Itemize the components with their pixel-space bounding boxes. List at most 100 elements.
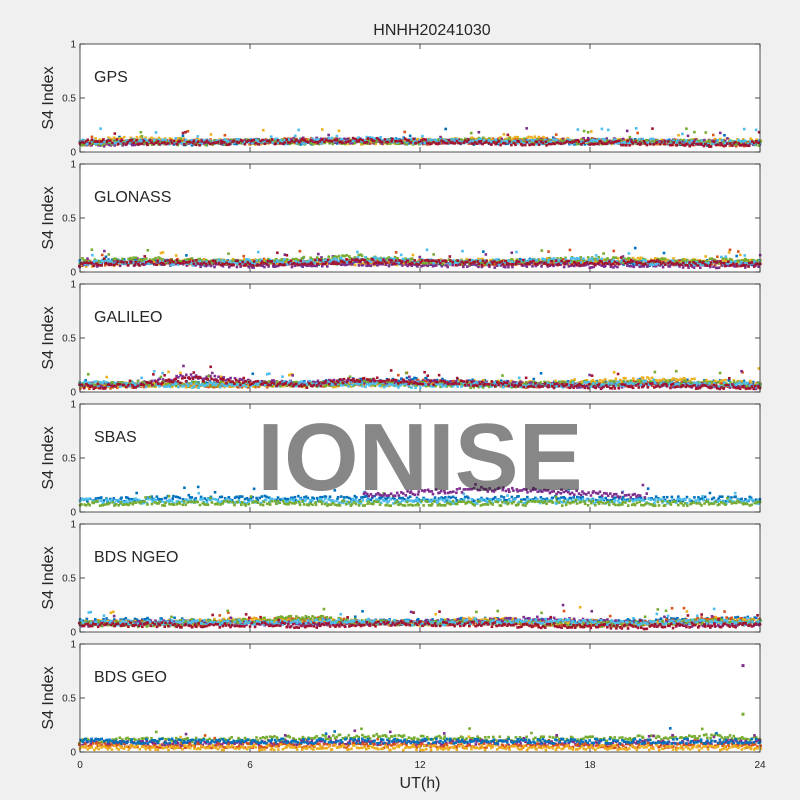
data-point — [169, 139, 173, 142]
data-point — [460, 138, 463, 141]
data-point — [499, 264, 503, 267]
y-tick-label: 0 — [70, 388, 76, 399]
data-point — [78, 264, 81, 268]
data-point — [133, 263, 137, 267]
data-point — [209, 133, 213, 136]
data-point — [100, 142, 103, 145]
data-point — [493, 266, 497, 269]
data-point — [644, 262, 647, 266]
data-point — [354, 137, 357, 141]
data-point — [540, 249, 544, 252]
data-point — [757, 265, 760, 269]
data-point — [544, 140, 548, 144]
data-point — [724, 144, 727, 147]
data-point — [711, 139, 714, 143]
data-point — [313, 261, 316, 265]
data-point — [747, 265, 750, 268]
data-point — [725, 259, 728, 262]
data-point — [308, 262, 311, 266]
data-point — [631, 256, 635, 260]
data-point — [93, 258, 97, 261]
data-point — [343, 261, 346, 264]
data-point — [434, 138, 438, 142]
data-point — [233, 261, 236, 265]
data-point — [246, 261, 250, 264]
data-point — [406, 264, 409, 268]
data-point — [292, 262, 296, 265]
data-point — [337, 254, 341, 258]
data-point — [334, 141, 337, 145]
data-point — [590, 142, 594, 146]
data-point — [686, 142, 689, 146]
data-point — [365, 141, 369, 144]
data-point — [150, 136, 153, 140]
data-point — [161, 251, 165, 254]
data-point — [495, 264, 499, 267]
data-point — [190, 143, 194, 147]
data-point — [213, 265, 216, 269]
data-point — [157, 256, 160, 259]
data-point — [200, 138, 204, 142]
data-point — [251, 372, 255, 376]
data-point — [694, 138, 697, 142]
data-point — [96, 141, 99, 145]
data-point — [494, 138, 497, 141]
data-point — [632, 139, 635, 142]
data-point — [418, 261, 421, 265]
data-point — [243, 139, 247, 142]
data-point — [579, 261, 583, 264]
data-point — [393, 137, 397, 141]
data-point — [200, 263, 204, 266]
data-point — [663, 140, 667, 143]
scatter-points — [78, 364, 762, 391]
data-point — [677, 133, 680, 137]
data-point — [739, 264, 742, 268]
data-point — [514, 262, 518, 266]
data-point — [385, 261, 388, 265]
data-point — [330, 136, 334, 140]
data-point — [339, 256, 343, 260]
data-point — [455, 263, 459, 267]
data-point — [444, 260, 448, 264]
data-point — [612, 256, 615, 259]
data-point — [232, 263, 235, 267]
data-point — [639, 142, 643, 145]
data-point — [692, 266, 696, 269]
data-point — [404, 263, 408, 266]
data-point — [441, 262, 444, 266]
data-point — [588, 143, 591, 146]
data-point — [403, 130, 406, 134]
data-point — [331, 138, 335, 141]
data-point — [366, 257, 370, 261]
data-point — [237, 141, 241, 144]
data-point — [309, 258, 313, 262]
data-point — [554, 133, 558, 136]
data-point — [262, 257, 266, 261]
data-point — [283, 141, 286, 144]
data-point — [730, 140, 734, 143]
data-point — [626, 264, 629, 267]
data-point — [191, 259, 195, 263]
data-point — [310, 261, 313, 264]
data-point — [102, 140, 106, 144]
data-point — [260, 260, 264, 263]
data-point — [367, 139, 371, 143]
data-point — [473, 263, 476, 266]
data-point — [284, 260, 288, 264]
data-point — [319, 260, 322, 264]
data-point — [141, 262, 144, 266]
data-point — [184, 258, 188, 262]
data-point — [285, 262, 289, 266]
data-point — [616, 265, 619, 269]
data-point — [82, 141, 86, 145]
data-point — [401, 264, 404, 267]
data-point — [283, 139, 286, 142]
data-point — [152, 258, 155, 261]
data-point — [235, 262, 239, 265]
data-point — [576, 138, 580, 142]
data-point — [508, 141, 511, 145]
data-point — [364, 255, 367, 259]
data-point — [540, 142, 543, 145]
data-point — [317, 263, 320, 267]
data-point — [380, 261, 383, 265]
